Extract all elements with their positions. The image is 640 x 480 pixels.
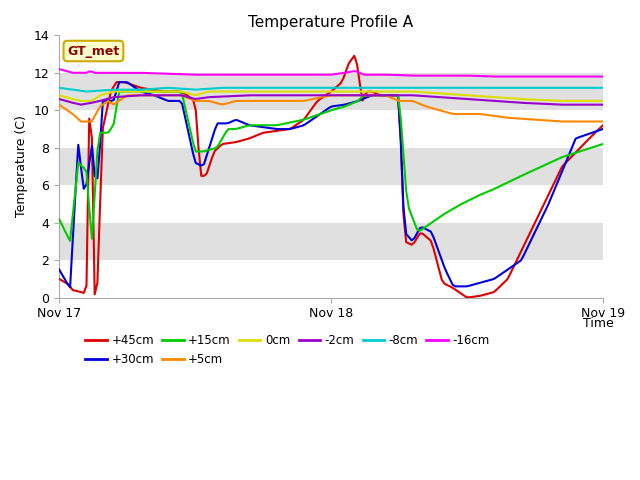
Bar: [59, 110, 603, 148]
Y-axis label: Temperature (C): Temperature (C): [15, 116, 28, 217]
Text: GT_met: GT_met: [67, 45, 120, 58]
Bar: [59, 223, 603, 260]
Bar: [59, 185, 603, 223]
Title: Temperature Profile A: Temperature Profile A: [248, 15, 413, 30]
Bar: [59, 36, 603, 73]
Bar: [59, 73, 603, 110]
Bar: [59, 260, 603, 298]
Legend: +45cm, +30cm, +15cm, +5cm, 0cm, -2cm, -8cm, -16cm: +45cm, +30cm, +15cm, +5cm, 0cm, -2cm, -8…: [81, 329, 495, 371]
X-axis label: Time: Time: [583, 317, 614, 330]
Bar: [59, 148, 603, 185]
